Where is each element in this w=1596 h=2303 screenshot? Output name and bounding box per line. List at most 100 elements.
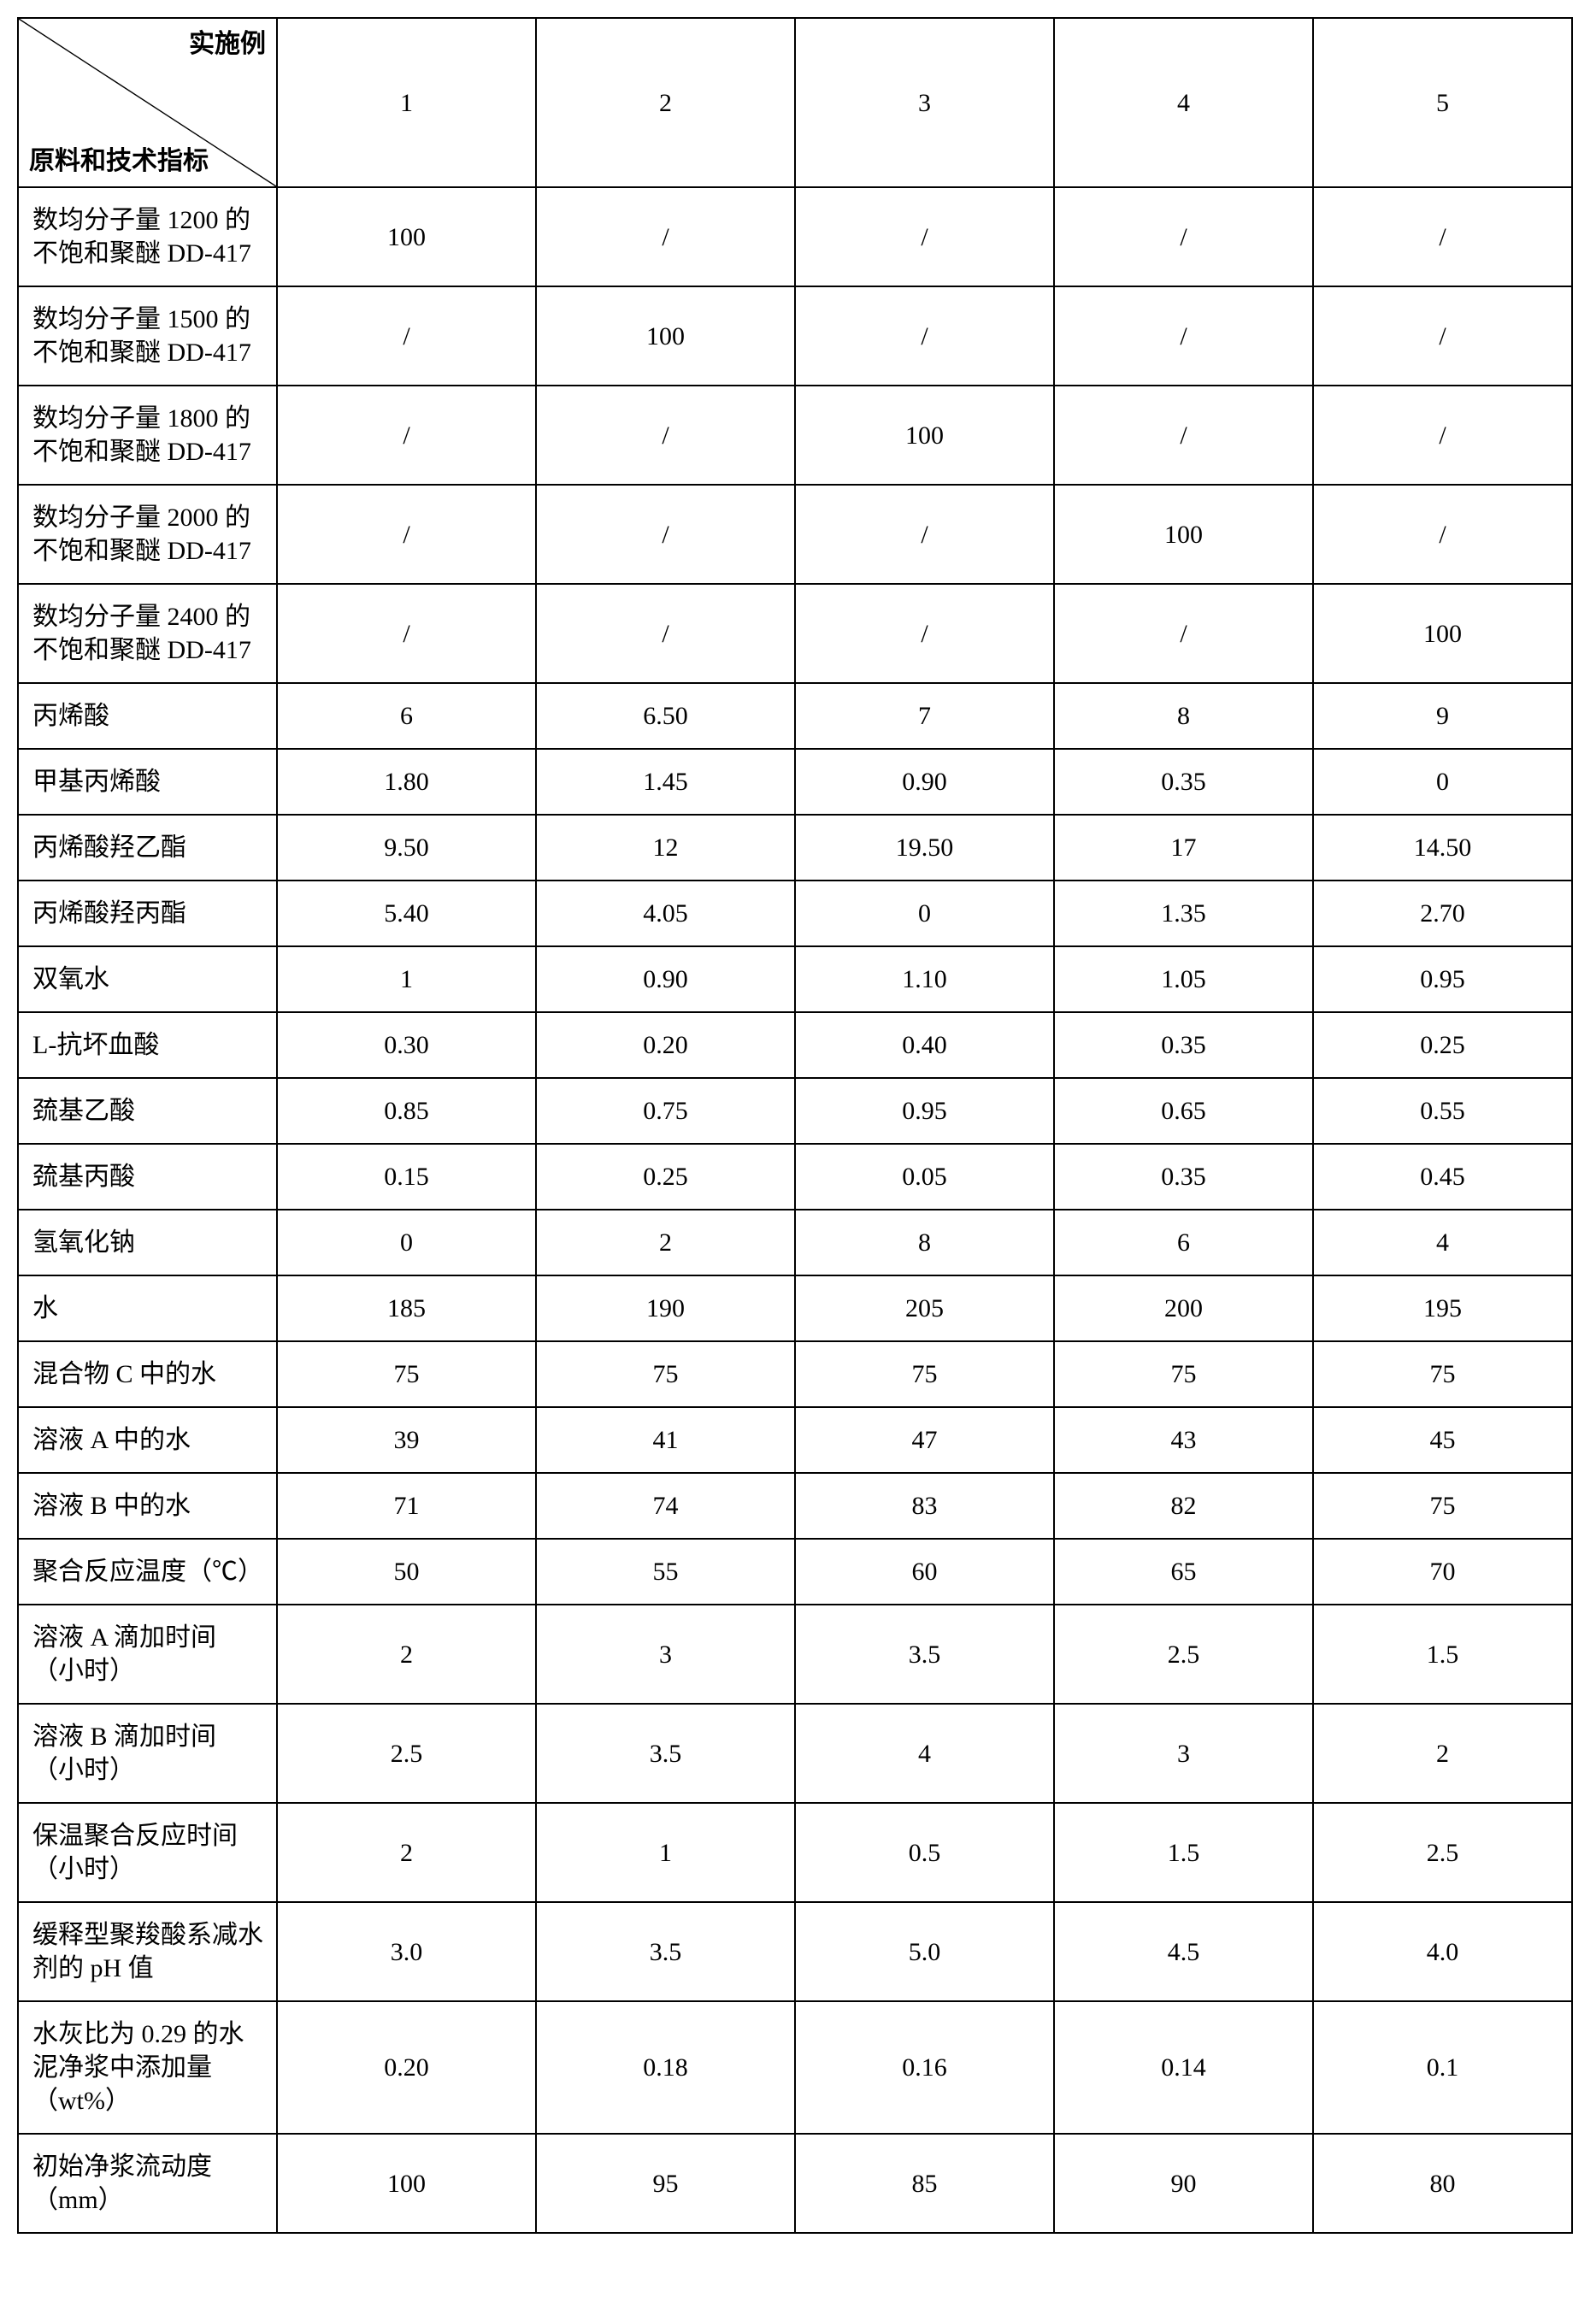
cell-value: 2.70 — [1313, 881, 1572, 946]
cell-value: / — [536, 386, 795, 485]
cell-value: 75 — [536, 1341, 795, 1407]
cell-value: 1.80 — [277, 749, 536, 815]
cell-value: 0.16 — [795, 2001, 1054, 2134]
cell-value: 0.75 — [536, 1078, 795, 1144]
cell-value: 43 — [1054, 1407, 1313, 1473]
row-label: 缓释型聚羧酸系减水剂的 pH 值 — [18, 1902, 277, 2001]
table-row: 数均分子量 1800 的不饱和聚醚 DD-417//100// — [18, 386, 1572, 485]
table-row: 甲基丙烯酸1.801.450.900.350 — [18, 749, 1572, 815]
cell-value: 0.35 — [1054, 1012, 1313, 1078]
table-row: 巯基丙酸0.150.250.050.350.45 — [18, 1144, 1572, 1210]
cell-value: 71 — [277, 1473, 536, 1539]
col-header-2: 2 — [536, 18, 795, 187]
row-label: 氢氧化钠 — [18, 1210, 277, 1275]
row-label: 溶液 A 滴加时间（小时） — [18, 1605, 277, 1704]
cell-value: 0.95 — [1313, 946, 1572, 1012]
data-table: 实施例 原料和技术指标 1 2 3 4 5 数均分子量 1200 的不饱和聚醚 … — [17, 17, 1573, 2234]
cell-value: / — [277, 485, 536, 584]
cell-value: 2 — [277, 1803, 536, 1902]
cell-value: 75 — [277, 1341, 536, 1407]
cell-value: 0.90 — [536, 946, 795, 1012]
row-label: L-抗坏血酸 — [18, 1012, 277, 1078]
row-label: 数均分子量 1200 的不饱和聚醚 DD-417 — [18, 187, 277, 286]
row-label: 混合物 C 中的水 — [18, 1341, 277, 1407]
cell-value: 41 — [536, 1407, 795, 1473]
cell-value: 4.5 — [1054, 1902, 1313, 2001]
row-label: 保温聚合反应时间（小时） — [18, 1803, 277, 1902]
cell-value: 4.05 — [536, 881, 795, 946]
cell-value: 0.5 — [795, 1803, 1054, 1902]
cell-value: 14.50 — [1313, 815, 1572, 881]
row-label: 数均分子量 2000 的不饱和聚醚 DD-417 — [18, 485, 277, 584]
cell-value: 90 — [1054, 2134, 1313, 2233]
cell-value: 2 — [277, 1605, 536, 1704]
cell-value: 0.1 — [1313, 2001, 1572, 2134]
cell-value: 9.50 — [277, 815, 536, 881]
cell-value: 8 — [795, 1210, 1054, 1275]
cell-value: 2.5 — [277, 1704, 536, 1803]
cell-value: 2 — [536, 1210, 795, 1275]
col-header-1: 1 — [277, 18, 536, 187]
cell-value: / — [277, 386, 536, 485]
header-diagonal-cell: 实施例 原料和技术指标 — [18, 18, 277, 187]
cell-value: / — [795, 485, 1054, 584]
col-header-4: 4 — [1054, 18, 1313, 187]
cell-value: / — [1313, 386, 1572, 485]
cell-value: 0 — [795, 881, 1054, 946]
table-row: L-抗坏血酸0.300.200.400.350.25 — [18, 1012, 1572, 1078]
cell-value: 12 — [536, 815, 795, 881]
cell-value: / — [1054, 386, 1313, 485]
cell-value: 74 — [536, 1473, 795, 1539]
table-row: 聚合反应温度（℃）5055606570 — [18, 1539, 1572, 1605]
table-row: 溶液 A 中的水3941474345 — [18, 1407, 1572, 1473]
cell-value: 1.45 — [536, 749, 795, 815]
cell-value: 0.25 — [536, 1144, 795, 1210]
cell-value: / — [277, 584, 536, 683]
cell-value: 1 — [277, 946, 536, 1012]
cell-value: 5.0 — [795, 1902, 1054, 2001]
cell-value: 0 — [1313, 749, 1572, 815]
cell-value: 0.45 — [1313, 1144, 1572, 1210]
table-body: 数均分子量 1200 的不饱和聚醚 DD-417100////数均分子量 150… — [18, 187, 1572, 2233]
row-label: 双氧水 — [18, 946, 277, 1012]
cell-value: 3.5 — [536, 1902, 795, 2001]
cell-value: 1.5 — [1054, 1803, 1313, 1902]
cell-value: 6 — [277, 683, 536, 749]
cell-value: / — [536, 187, 795, 286]
cell-value: 195 — [1313, 1275, 1572, 1341]
cell-value: 2 — [1313, 1704, 1572, 1803]
cell-value: 0.90 — [795, 749, 1054, 815]
cell-value: 6 — [1054, 1210, 1313, 1275]
cell-value: / — [1054, 584, 1313, 683]
col-header-5: 5 — [1313, 18, 1572, 187]
cell-value: / — [795, 187, 1054, 286]
cell-value: / — [1313, 187, 1572, 286]
cell-value: 0.85 — [277, 1078, 536, 1144]
cell-value: 0 — [277, 1210, 536, 1275]
row-label: 水灰比为 0.29 的水泥净浆中添加量（wt%） — [18, 2001, 277, 2134]
cell-value: 100 — [795, 386, 1054, 485]
cell-value: 0.15 — [277, 1144, 536, 1210]
cell-value: 205 — [795, 1275, 1054, 1341]
col-header-3: 3 — [795, 18, 1054, 187]
cell-value: 190 — [536, 1275, 795, 1341]
table-row: 水185190205200195 — [18, 1275, 1572, 1341]
cell-value: 47 — [795, 1407, 1054, 1473]
cell-value: 82 — [1054, 1473, 1313, 1539]
table-row: 双氧水10.901.101.050.95 — [18, 946, 1572, 1012]
cell-value: 60 — [795, 1539, 1054, 1605]
cell-value: 0.18 — [536, 2001, 795, 2134]
cell-value: 185 — [277, 1275, 536, 1341]
cell-value: 4 — [1313, 1210, 1572, 1275]
cell-value: 75 — [1313, 1341, 1572, 1407]
cell-value: 85 — [795, 2134, 1054, 2233]
cell-value: 7 — [795, 683, 1054, 749]
table-row: 数均分子量 2000 的不饱和聚醚 DD-417///100/ — [18, 485, 1572, 584]
row-label: 丙烯酸羟丙酯 — [18, 881, 277, 946]
cell-value: 75 — [1054, 1341, 1313, 1407]
cell-value: / — [795, 286, 1054, 386]
cell-value: 70 — [1313, 1539, 1572, 1605]
row-label: 数均分子量 2400 的不饱和聚醚 DD-417 — [18, 584, 277, 683]
row-label: 水 — [18, 1275, 277, 1341]
table-row: 水灰比为 0.29 的水泥净浆中添加量（wt%）0.200.180.160.14… — [18, 2001, 1572, 2134]
